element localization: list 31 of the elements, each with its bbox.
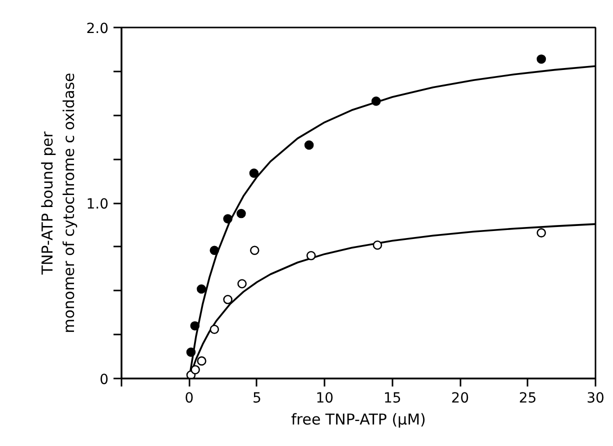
x-tick-label: 0: [184, 390, 194, 406]
point: [223, 214, 232, 224]
x-tick-label: 5: [252, 390, 262, 406]
point: [250, 246, 260, 256]
point: [210, 324, 220, 334]
point: [190, 321, 200, 330]
point: [196, 284, 206, 294]
point: [223, 294, 232, 304]
x-tick-label: 15: [383, 390, 402, 406]
point: [372, 240, 382, 250]
y-tick-label: 0: [100, 372, 109, 388]
y-axis-title: TNP-ATP bound per monomer of cytochrome c oxidase: [38, 72, 78, 334]
point: [306, 251, 316, 260]
x-tick-label: 20: [451, 390, 469, 406]
y-tick-label: 1.0: [86, 196, 108, 212]
point: [304, 140, 314, 150]
point: [186, 348, 196, 357]
y-tick-label: 2.0: [86, 21, 108, 37]
point: [190, 365, 200, 374]
point: [210, 246, 220, 256]
x-tick-label: 30: [586, 390, 604, 406]
x-tick-label: 25: [518, 390, 537, 406]
point: [197, 356, 206, 366]
x-tick-label: 10: [316, 390, 334, 406]
point: [236, 208, 246, 218]
point: [371, 96, 381, 106]
x-axis-title: free TNP-ATP (μM): [291, 410, 426, 428]
point: [249, 168, 259, 178]
point: [237, 279, 247, 288]
point: [536, 54, 546, 64]
point: [536, 228, 546, 238]
